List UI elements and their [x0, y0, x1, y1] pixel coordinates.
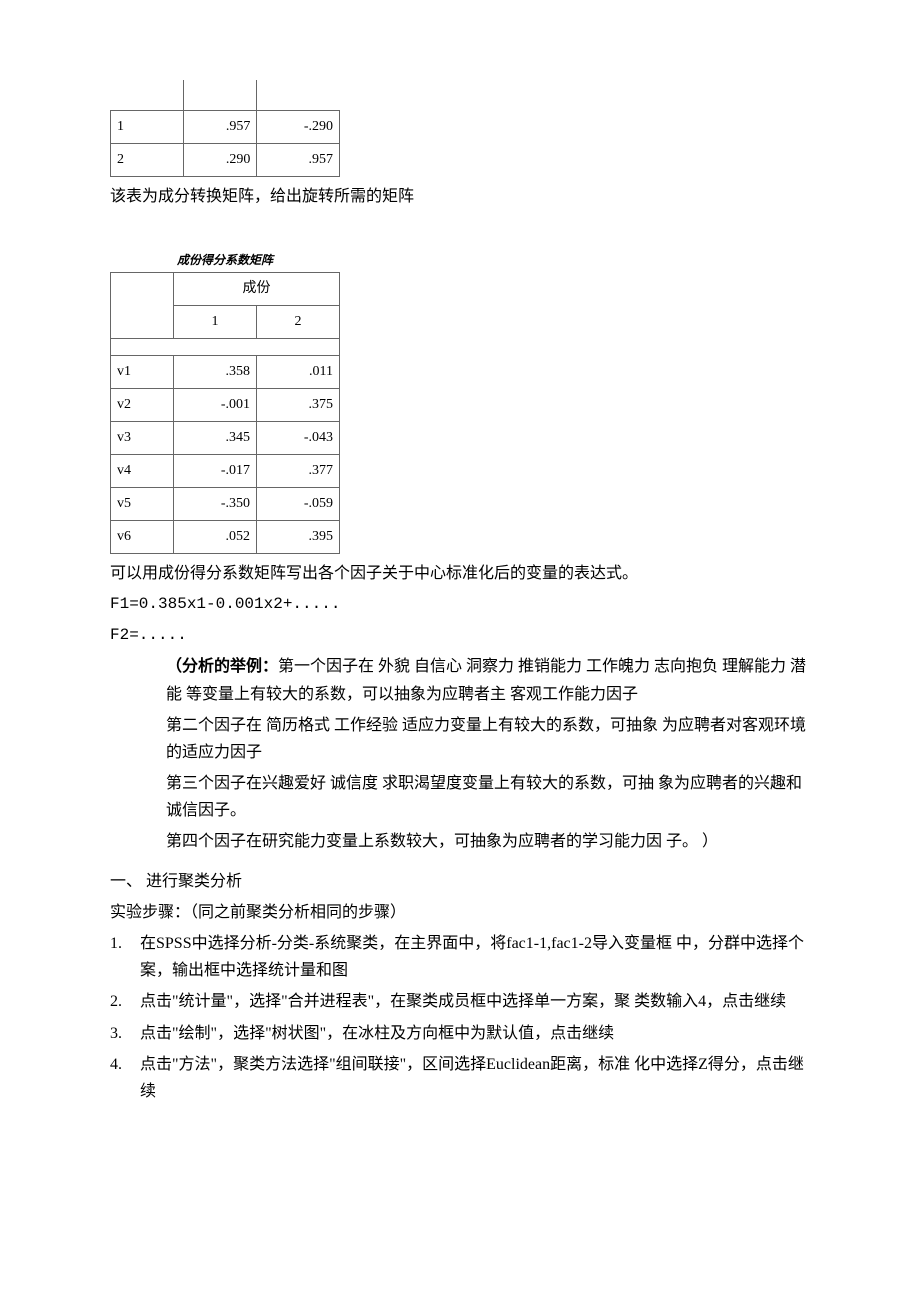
header-group: 成份	[174, 273, 340, 306]
list-item: 2.点击"统计量"，选择"合并进程表"，在聚类成员框中选择单一方案，聚 类数输入…	[110, 988, 810, 1015]
section-title: 进行聚类分析	[146, 873, 242, 890]
table2-title: 成份得分系数矩阵	[110, 250, 340, 270]
cell-value: -.290	[257, 111, 340, 144]
table1-note: 该表为成分转换矩阵，给出旋转所需的矩阵	[110, 183, 810, 210]
example-label: （分析的举例：	[166, 658, 278, 675]
example-p3: 第三个因子在兴趣爱好 诚信度 求职渴望度变量上有较大的系数，可抽 象为应聘者的兴…	[166, 770, 810, 824]
table-row: 2 .290 .957	[111, 143, 340, 176]
cell-value: .290	[184, 143, 257, 176]
table-row: v4-.017.377	[111, 454, 340, 487]
col-header: 2	[257, 305, 340, 338]
example-p4: 第四个因子在研究能力变量上系数较大，可抽象为应聘者的学习能力因 子。 ）	[166, 828, 810, 855]
table-row: v3.345-.043	[111, 421, 340, 454]
list-item: 1.在SPSS中选择分析-分类-系统聚类，在主界面中，将fac1-1,fac1-…	[110, 930, 810, 984]
row-label: 1	[111, 111, 184, 144]
example-p2: 第二个因子在 简历格式 工作经验 适应力变量上有较大的系数，可抽象 为应聘者对客…	[166, 712, 810, 766]
col-header: 1	[174, 305, 257, 338]
score-matrix-table: 成份 1 2 v1.358.011 v2-.001.375 v3.345-.04…	[110, 272, 340, 554]
table-row: v5-.350-.059	[111, 487, 340, 520]
analysis-example-block: （分析的举例：第一个因子在 外貌 自信心 洞察力 推销能力 工作魄力 志向抱负 …	[166, 653, 810, 855]
cell-value: .957	[184, 111, 257, 144]
equation-f2: F2=.....	[110, 622, 810, 649]
list-item: 3.点击"绘制"，选择"树状图"，在冰柱及方向框中为默认值，点击继续	[110, 1020, 810, 1047]
note-paragraph: 可以用成份得分系数矩阵写出各个因子关于中心标准化后的变量的表达式。	[110, 560, 810, 587]
table-row: v2-.001.375	[111, 388, 340, 421]
section-heading: 一、 进行聚类分析	[110, 868, 810, 895]
steps-list: 1.在SPSS中选择分析-分类-系统聚类，在主界面中，将fac1-1,fac1-…	[110, 930, 810, 1105]
cell-value: .957	[257, 143, 340, 176]
table-row: 1 .957 -.290	[111, 111, 340, 144]
equation-f1: F1=0.385x1-0.001x2+.....	[110, 591, 810, 618]
rotation-matrix-table: 1 .957 -.290 2 .290 .957	[110, 80, 340, 177]
table-row: v1.358.011	[111, 355, 340, 388]
row-label: 2	[111, 143, 184, 176]
steps-intro: 实验步骤：（同之前聚类分析相同的步骤）	[110, 899, 810, 926]
section-number: 一、	[110, 873, 142, 890]
list-item: 4.点击"方法"，聚类方法选择"组间联接"，区间选择Euclidean距离，标准…	[110, 1051, 810, 1105]
table-row: v6.052.395	[111, 520, 340, 553]
